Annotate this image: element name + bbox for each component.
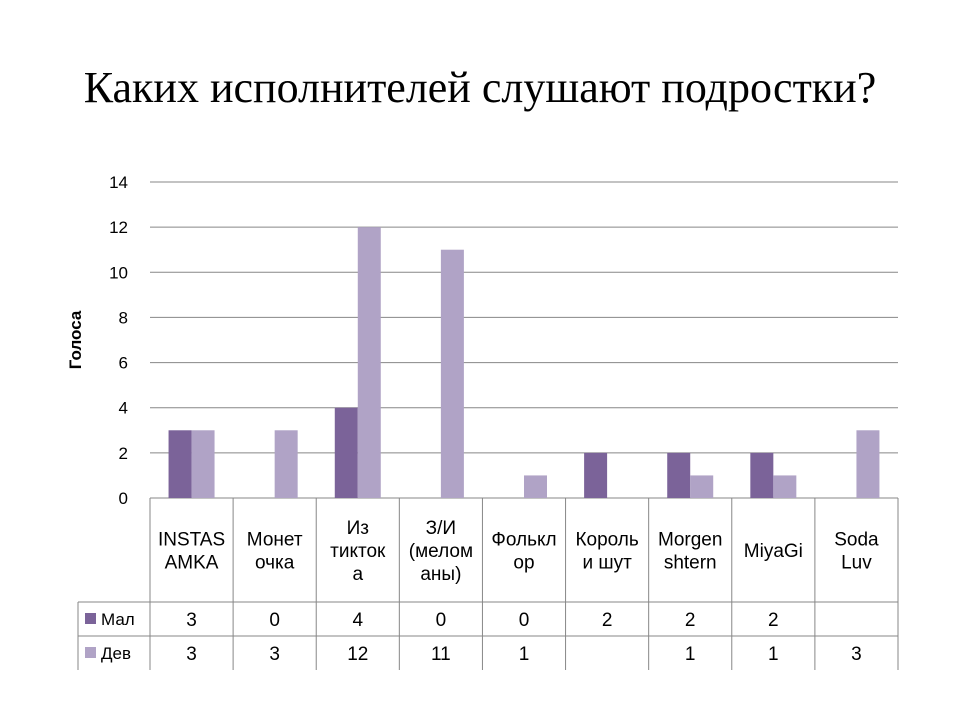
category-label: Soda xyxy=(834,530,879,551)
category-label: З/И xyxy=(426,518,456,539)
table-value: 4 xyxy=(352,610,363,631)
y-tick-label: 10 xyxy=(109,263,128,282)
category-label: очка xyxy=(255,553,295,574)
table-value: 0 xyxy=(519,610,530,631)
y-tick-label: 8 xyxy=(119,308,128,327)
bar-dev xyxy=(191,430,215,498)
table-value: 0 xyxy=(269,610,280,631)
table-value: 3 xyxy=(186,610,197,631)
bar-dev xyxy=(856,430,880,498)
category-label: Король xyxy=(575,530,638,551)
table-value: 3 xyxy=(186,644,197,665)
table-value: 3 xyxy=(269,644,280,665)
category-label: Из xyxy=(347,518,369,539)
bar-mal xyxy=(334,407,358,498)
category-label: аны) xyxy=(420,564,461,585)
series-name: Мал xyxy=(101,610,135,629)
table-value: 3 xyxy=(851,644,862,665)
y-tick-label: 14 xyxy=(109,173,128,192)
category-label: INSTAS xyxy=(158,530,225,551)
y-axis-label: Голоса xyxy=(66,310,85,369)
bar-dev xyxy=(440,249,464,498)
category-label: ор xyxy=(513,553,534,574)
gridlines xyxy=(150,181,898,499)
category-label: а xyxy=(352,564,363,585)
table-value: 11 xyxy=(431,644,451,665)
table-value: 2 xyxy=(602,610,613,631)
bar-dev xyxy=(274,430,298,498)
category-label: Luv xyxy=(841,553,872,574)
bar-dev xyxy=(357,227,381,498)
bar-dev xyxy=(773,475,797,498)
bar-mal xyxy=(750,452,774,498)
table-value: 0 xyxy=(436,610,447,631)
y-tick-label: 4 xyxy=(119,399,128,418)
series-name: Дев xyxy=(101,644,131,663)
table-value: 12 xyxy=(347,644,368,665)
table-value: 2 xyxy=(768,610,779,631)
y-axis-ticks: 0 2 4 6 8 10 12 14 xyxy=(109,173,128,508)
legend-key xyxy=(85,613,96,624)
category-label: Morgen xyxy=(658,530,722,551)
bar-dev xyxy=(690,475,714,498)
category-label: и шут xyxy=(582,553,632,574)
table-value: 1 xyxy=(768,644,779,665)
category-label: тикток xyxy=(330,541,386,562)
y-tick-label: 2 xyxy=(119,444,128,463)
category-label: Фолькл xyxy=(491,530,556,551)
category-label: (мелом xyxy=(409,541,473,562)
category-label: shtern xyxy=(664,553,717,574)
bar-mal xyxy=(584,452,608,498)
bar-dev xyxy=(524,475,547,498)
table-value: 2 xyxy=(685,610,696,631)
bars xyxy=(168,227,880,498)
y-tick-label: 6 xyxy=(119,354,128,373)
bar-mal xyxy=(667,452,691,498)
category-label: AMKA xyxy=(165,553,219,574)
y-tick-label: 12 xyxy=(109,218,128,237)
table-value: 1 xyxy=(685,644,696,665)
bar-mal xyxy=(168,430,192,498)
slide-title: Каких исполнителей слушают подростки? xyxy=(83,63,877,112)
legend-key xyxy=(85,647,96,658)
category-label: Монет xyxy=(247,530,303,551)
table-value: 1 xyxy=(519,644,530,665)
y-tick-label: 0 xyxy=(119,489,128,508)
category-label: MiyaGi xyxy=(744,541,803,562)
